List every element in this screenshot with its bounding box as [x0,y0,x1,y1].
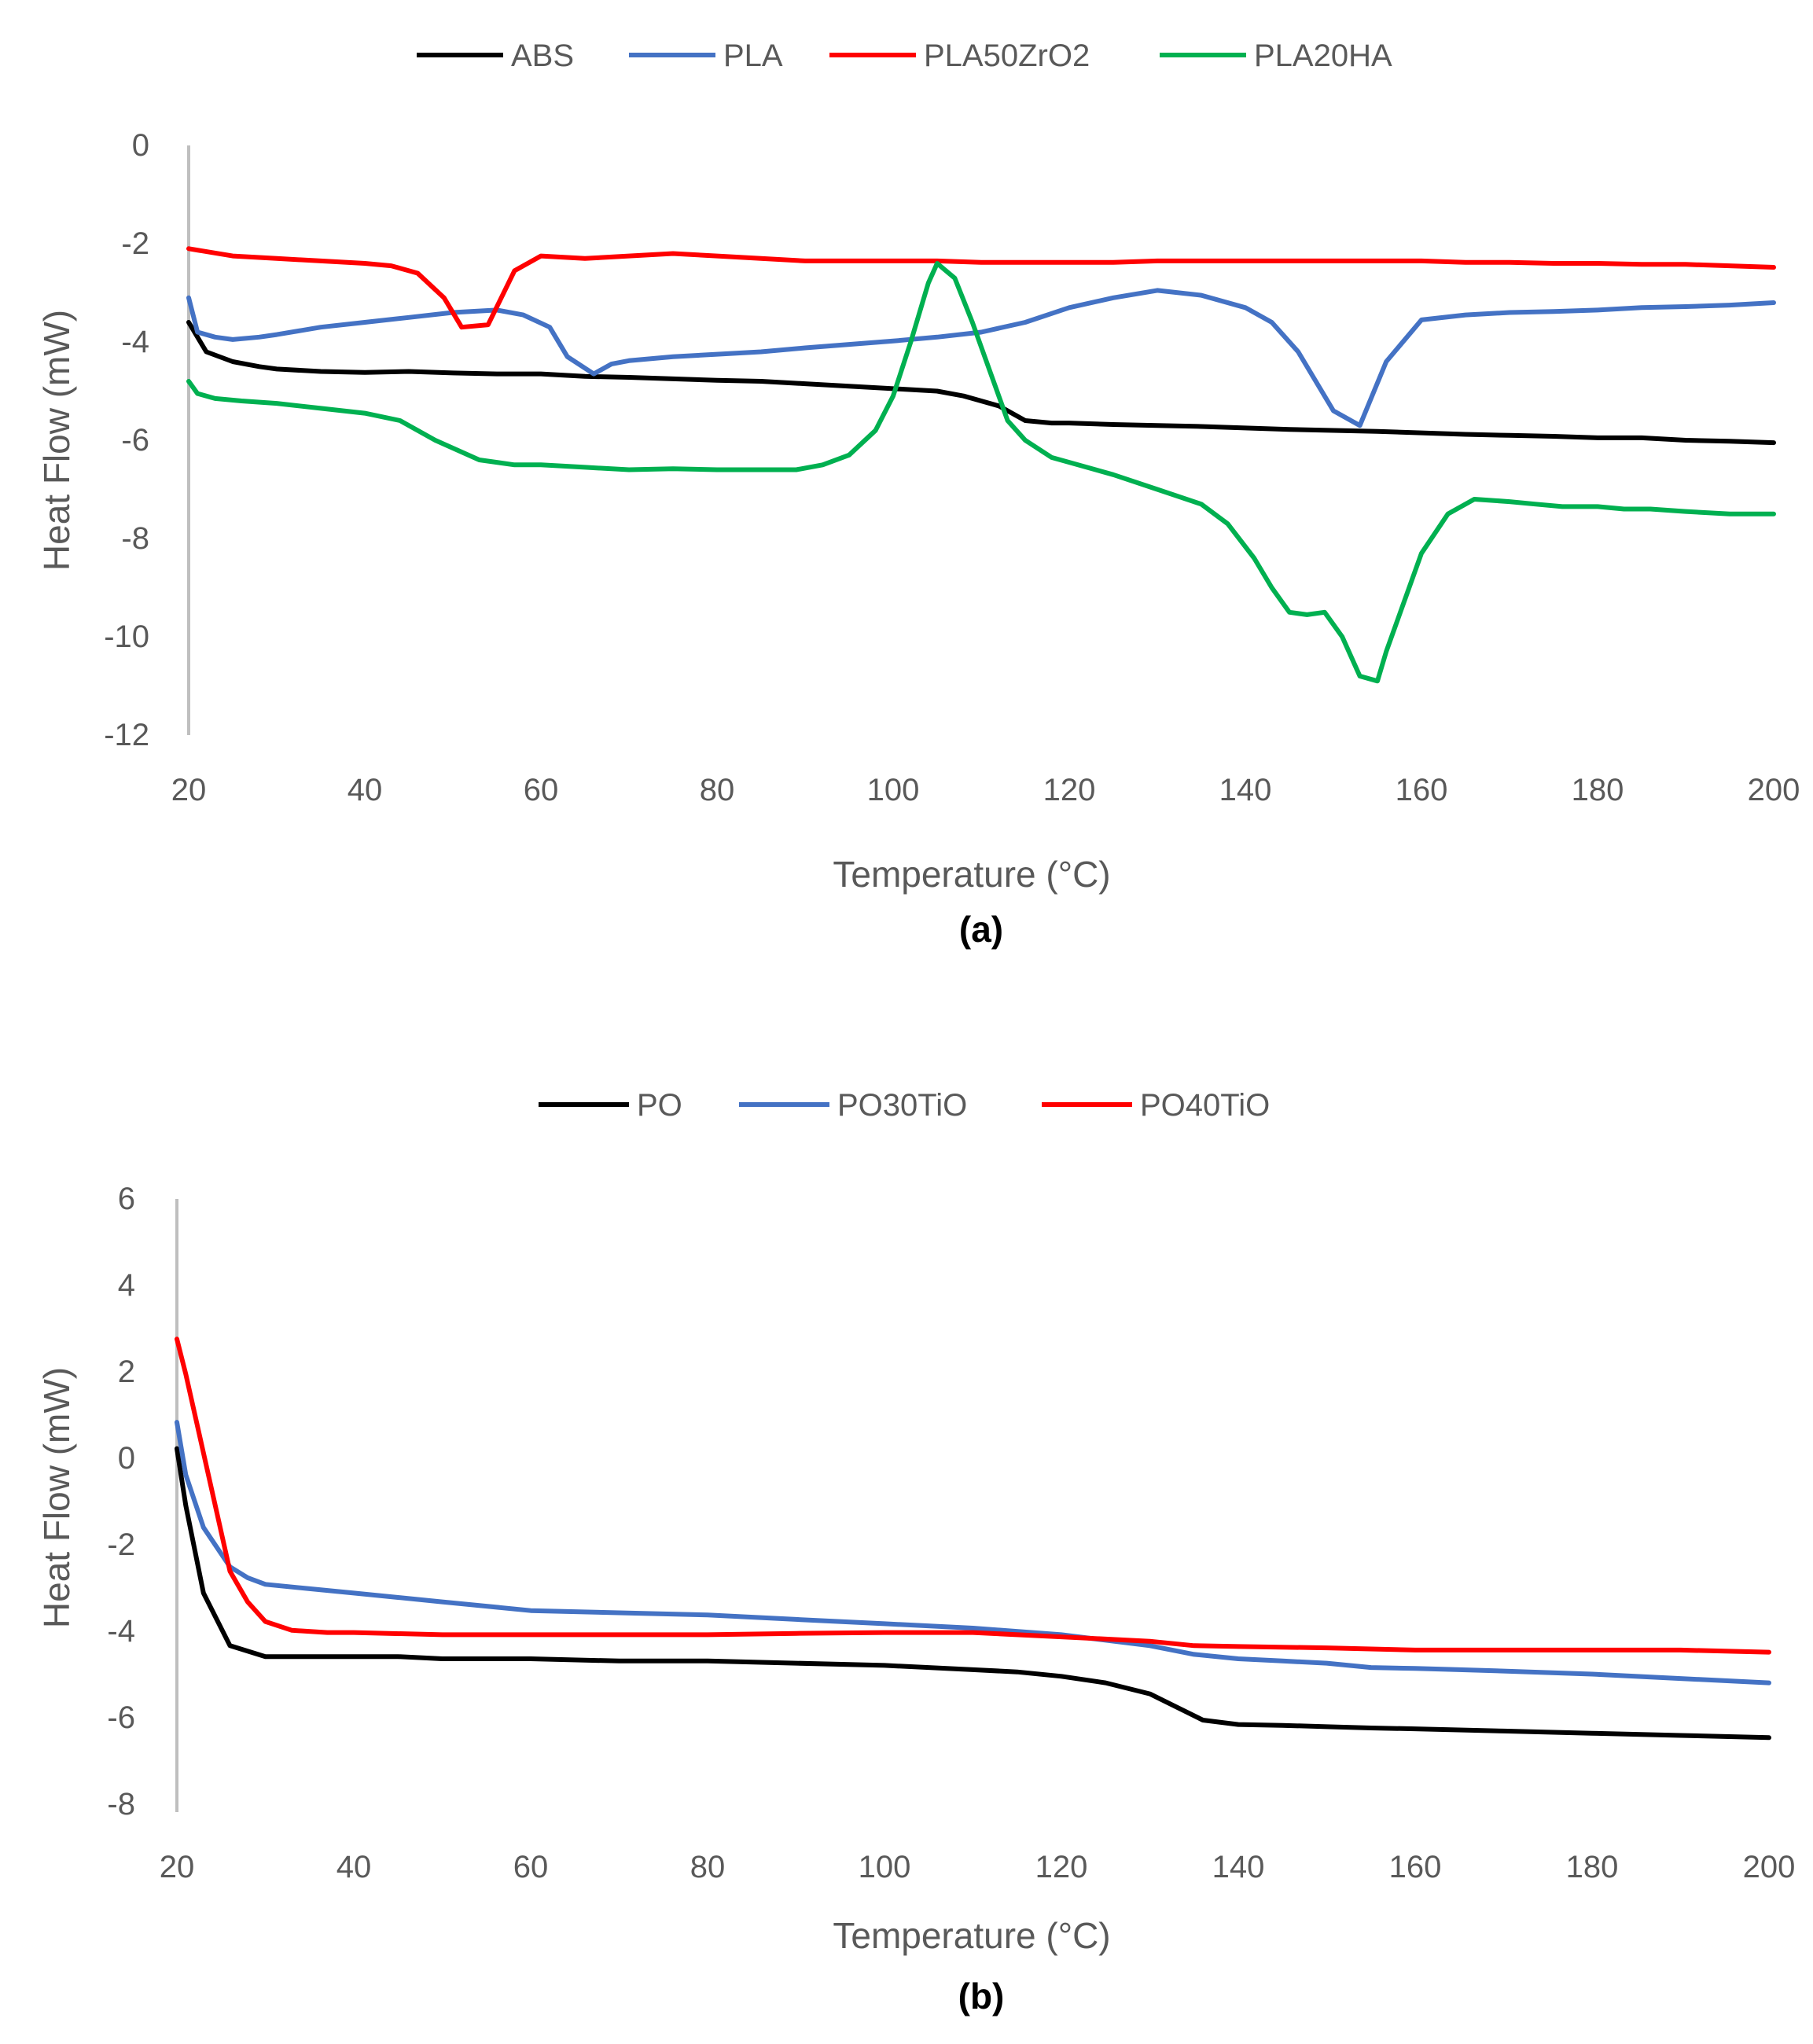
y-tick-label: -6 [107,1700,135,1735]
legend-label-po40tio: PO40TiO [1140,1088,1270,1123]
x-tick-label: 80 [690,1850,726,1884]
x-axis-title-a: Temperature (°C) [833,854,1110,895]
y-tick-label: -2 [107,1527,135,1562]
series-line-abs [186,320,1776,446]
legend-label-pla: PLA [723,39,783,73]
x-tick-label: 40 [336,1850,372,1884]
panel-b: PO PO30TiO PO40TiO 6 4 2 0 -2 -4 -6 -8 2… [36,1088,1795,2016]
y-tick-label: 6 [118,1182,135,1216]
x-tick-label: 60 [513,1850,549,1884]
y-ticks-b: 6 4 2 0 -2 -4 -6 -8 [107,1182,135,1822]
x-tick-label: 100 [867,773,920,807]
x-tick-label: 140 [1212,1850,1265,1884]
y-axis-title-b: Heat Flow (mW) [36,1367,77,1628]
x-axis-title-b: Temperature (°C) [833,1915,1110,1956]
y-axis-title-a: Heat Flow (mW) [36,310,77,571]
series-line-pla [186,288,1776,428]
x-ticks-b: 20 40 60 80 100 120 140 160 180 200 [160,1850,1796,1884]
x-tick-label: 120 [1043,773,1096,807]
y-tick-label: -8 [121,521,149,556]
panel-caption-a: (a) [959,909,1003,950]
legend-label-pla50zro2: PLA50ZrO2 [924,39,1090,73]
y-ticks-a: 0 -2 -4 -6 -8 -10 -12 [104,128,149,752]
x-tick-label: 160 [1389,1850,1442,1884]
x-tick-label: 200 [1748,773,1800,807]
y-tick-label: -6 [121,423,149,458]
y-tick-label: 4 [118,1268,135,1303]
x-ticks-a: 20 40 60 80 100 120 140 160 180 200 [171,773,1800,807]
series-line-pla20ha [186,261,1776,684]
x-tick-label: 40 [348,773,383,807]
x-tick-label: 60 [524,773,559,807]
x-tick-label: 20 [160,1850,195,1884]
x-tick-label: 120 [1035,1850,1088,1884]
y-tick-label: -12 [104,718,149,752]
series-line-pla50zro2 [186,246,1776,330]
x-tick-label: 80 [700,773,735,807]
legend-label-abs: ABS [511,39,574,73]
legend-label-po30tio: PO30TiO [837,1088,967,1123]
legend-b: PO PO30TiO PO40TiO [539,1088,1270,1123]
y-tick-label: -10 [104,619,149,654]
x-tick-label: 160 [1396,773,1448,807]
x-tick-label: 180 [1566,1850,1619,1884]
y-tick-label: 0 [132,128,149,163]
series-line-po40tio [175,1336,1771,1655]
x-tick-label: 180 [1572,773,1624,807]
y-tick-label: 0 [118,1441,135,1476]
x-tick-label: 20 [171,773,207,807]
panel-a: ABS PLA PLA50ZrO2 PLA20HA 0 -2 -4 -6 -8 … [36,39,1800,950]
legend-label-pla20ha: PLA20HA [1254,39,1392,73]
x-tick-label: 200 [1743,1850,1796,1884]
series-line-po [175,1446,1771,1741]
y-tick-label: -4 [107,1614,135,1649]
series-line-po30tio [175,1420,1771,1686]
y-tick-label: -4 [121,325,149,359]
x-tick-label: 140 [1219,773,1272,807]
legend-label-po: PO [637,1088,682,1123]
x-tick-label: 100 [859,1850,911,1884]
panel-caption-b: (b) [958,1976,1005,2016]
legend-a: ABS PLA PLA50ZrO2 PLA20HA [417,39,1392,73]
y-tick-label: 2 [118,1355,135,1389]
y-tick-label: -2 [121,226,149,261]
y-tick-label: -8 [107,1787,135,1822]
